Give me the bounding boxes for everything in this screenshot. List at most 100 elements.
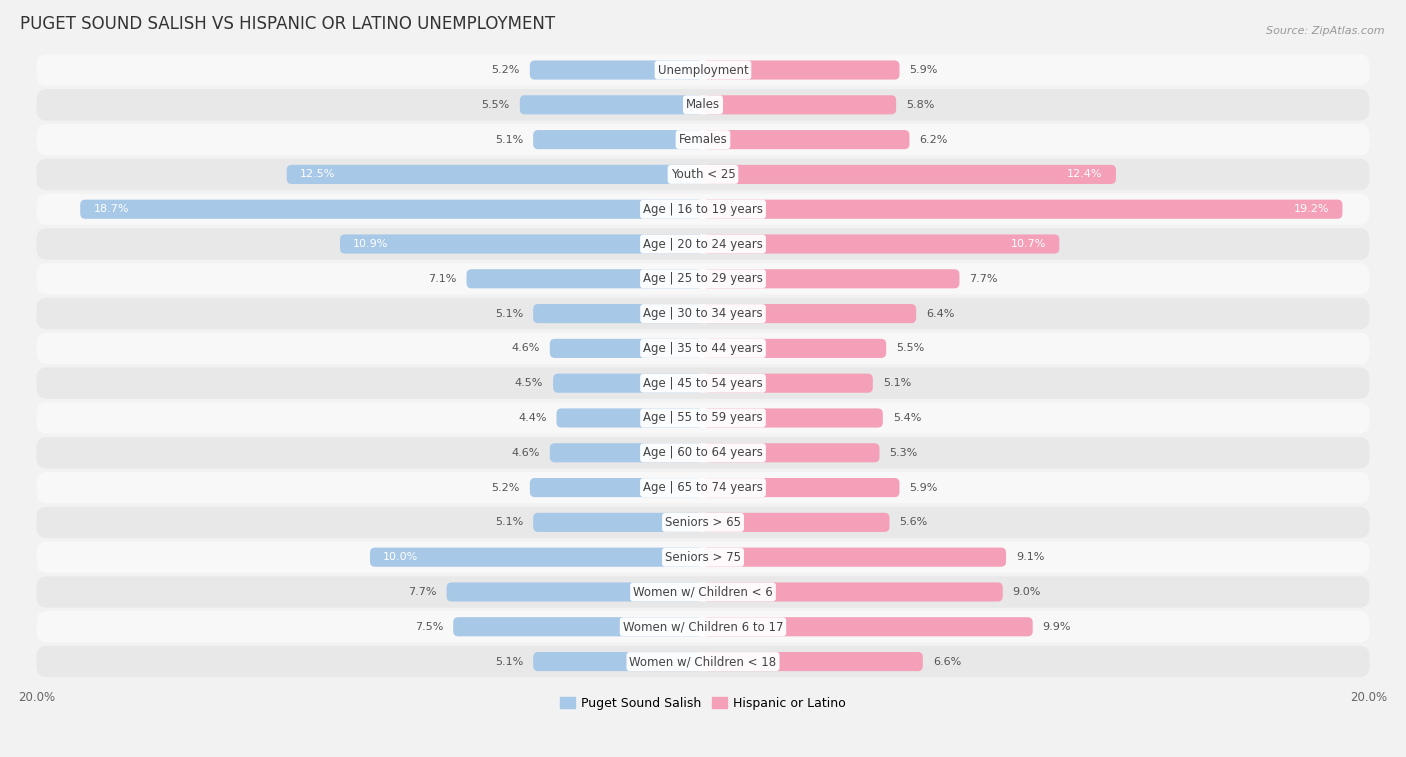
- Text: Age | 16 to 19 years: Age | 16 to 19 years: [643, 203, 763, 216]
- FancyBboxPatch shape: [703, 617, 1032, 637]
- Text: 4.6%: 4.6%: [512, 344, 540, 354]
- FancyBboxPatch shape: [37, 506, 1369, 538]
- FancyBboxPatch shape: [530, 478, 703, 497]
- Text: 6.4%: 6.4%: [927, 309, 955, 319]
- FancyBboxPatch shape: [703, 165, 1116, 184]
- Text: 9.1%: 9.1%: [1017, 552, 1045, 562]
- Text: 4.6%: 4.6%: [512, 448, 540, 458]
- Text: 5.1%: 5.1%: [883, 378, 911, 388]
- FancyBboxPatch shape: [37, 194, 1369, 225]
- Text: 5.1%: 5.1%: [495, 135, 523, 145]
- Text: Females: Females: [679, 133, 727, 146]
- Text: Source: ZipAtlas.com: Source: ZipAtlas.com: [1267, 26, 1385, 36]
- Text: 7.5%: 7.5%: [415, 621, 443, 632]
- Text: 9.0%: 9.0%: [1012, 587, 1040, 597]
- Text: 4.4%: 4.4%: [517, 413, 547, 423]
- Text: 5.5%: 5.5%: [482, 100, 510, 110]
- Text: Age | 60 to 64 years: Age | 60 to 64 years: [643, 447, 763, 459]
- Text: 5.5%: 5.5%: [896, 344, 924, 354]
- FancyBboxPatch shape: [703, 130, 910, 149]
- FancyBboxPatch shape: [37, 402, 1369, 434]
- FancyBboxPatch shape: [533, 304, 703, 323]
- Text: 6.6%: 6.6%: [932, 656, 962, 667]
- FancyBboxPatch shape: [37, 229, 1369, 260]
- Text: 10.9%: 10.9%: [353, 239, 388, 249]
- FancyBboxPatch shape: [37, 646, 1369, 678]
- Text: 5.9%: 5.9%: [910, 65, 938, 75]
- FancyBboxPatch shape: [533, 652, 703, 671]
- FancyBboxPatch shape: [80, 200, 703, 219]
- Text: Unemployment: Unemployment: [658, 64, 748, 76]
- FancyBboxPatch shape: [340, 235, 703, 254]
- Text: 4.5%: 4.5%: [515, 378, 543, 388]
- Text: 6.2%: 6.2%: [920, 135, 948, 145]
- Text: Males: Males: [686, 98, 720, 111]
- Text: 5.2%: 5.2%: [492, 482, 520, 493]
- FancyBboxPatch shape: [37, 611, 1369, 643]
- FancyBboxPatch shape: [37, 124, 1369, 155]
- FancyBboxPatch shape: [703, 512, 890, 532]
- FancyBboxPatch shape: [37, 298, 1369, 329]
- Text: 5.2%: 5.2%: [492, 65, 520, 75]
- FancyBboxPatch shape: [37, 55, 1369, 86]
- FancyBboxPatch shape: [703, 547, 1007, 567]
- FancyBboxPatch shape: [37, 541, 1369, 573]
- Text: 19.2%: 19.2%: [1294, 204, 1329, 214]
- Text: Age | 45 to 54 years: Age | 45 to 54 years: [643, 377, 763, 390]
- Text: 5.6%: 5.6%: [900, 517, 928, 528]
- FancyBboxPatch shape: [553, 374, 703, 393]
- FancyBboxPatch shape: [703, 652, 922, 671]
- Text: Women w/ Children < 18: Women w/ Children < 18: [630, 655, 776, 668]
- Text: Age | 65 to 74 years: Age | 65 to 74 years: [643, 481, 763, 494]
- Text: 12.4%: 12.4%: [1067, 170, 1102, 179]
- Text: 18.7%: 18.7%: [94, 204, 129, 214]
- Text: 7.1%: 7.1%: [429, 274, 457, 284]
- FancyBboxPatch shape: [37, 368, 1369, 399]
- FancyBboxPatch shape: [550, 443, 703, 463]
- Text: Age | 25 to 29 years: Age | 25 to 29 years: [643, 273, 763, 285]
- Text: 7.7%: 7.7%: [969, 274, 998, 284]
- Text: Seniors > 65: Seniors > 65: [665, 516, 741, 529]
- Text: Age | 55 to 59 years: Age | 55 to 59 years: [643, 412, 763, 425]
- Text: Seniors > 75: Seniors > 75: [665, 550, 741, 564]
- Text: 5.1%: 5.1%: [495, 656, 523, 667]
- FancyBboxPatch shape: [703, 409, 883, 428]
- Legend: Puget Sound Salish, Hispanic or Latino: Puget Sound Salish, Hispanic or Latino: [555, 692, 851, 715]
- Text: 5.1%: 5.1%: [495, 517, 523, 528]
- Text: 12.5%: 12.5%: [299, 170, 336, 179]
- FancyBboxPatch shape: [703, 269, 959, 288]
- Text: 10.0%: 10.0%: [384, 552, 419, 562]
- Text: 5.1%: 5.1%: [495, 309, 523, 319]
- FancyBboxPatch shape: [703, 443, 880, 463]
- FancyBboxPatch shape: [703, 95, 896, 114]
- FancyBboxPatch shape: [37, 576, 1369, 608]
- FancyBboxPatch shape: [370, 547, 703, 567]
- FancyBboxPatch shape: [703, 374, 873, 393]
- FancyBboxPatch shape: [37, 89, 1369, 120]
- FancyBboxPatch shape: [467, 269, 703, 288]
- Text: 5.8%: 5.8%: [905, 100, 935, 110]
- FancyBboxPatch shape: [447, 582, 703, 602]
- Text: Age | 30 to 34 years: Age | 30 to 34 years: [643, 307, 763, 320]
- Text: 5.4%: 5.4%: [893, 413, 921, 423]
- Text: 10.7%: 10.7%: [1011, 239, 1046, 249]
- FancyBboxPatch shape: [520, 95, 703, 114]
- Text: Women w/ Children < 6: Women w/ Children < 6: [633, 585, 773, 599]
- Text: Age | 35 to 44 years: Age | 35 to 44 years: [643, 342, 763, 355]
- FancyBboxPatch shape: [37, 472, 1369, 503]
- FancyBboxPatch shape: [703, 200, 1343, 219]
- FancyBboxPatch shape: [287, 165, 703, 184]
- Text: PUGET SOUND SALISH VS HISPANIC OR LATINO UNEMPLOYMENT: PUGET SOUND SALISH VS HISPANIC OR LATINO…: [20, 15, 555, 33]
- FancyBboxPatch shape: [37, 159, 1369, 190]
- Text: 5.9%: 5.9%: [910, 482, 938, 493]
- Text: Women w/ Children 6 to 17: Women w/ Children 6 to 17: [623, 620, 783, 634]
- FancyBboxPatch shape: [703, 582, 1002, 602]
- Text: Age | 20 to 24 years: Age | 20 to 24 years: [643, 238, 763, 251]
- FancyBboxPatch shape: [533, 130, 703, 149]
- Text: 5.3%: 5.3%: [890, 448, 918, 458]
- FancyBboxPatch shape: [530, 61, 703, 79]
- FancyBboxPatch shape: [453, 617, 703, 637]
- FancyBboxPatch shape: [37, 437, 1369, 469]
- FancyBboxPatch shape: [37, 333, 1369, 364]
- FancyBboxPatch shape: [557, 409, 703, 428]
